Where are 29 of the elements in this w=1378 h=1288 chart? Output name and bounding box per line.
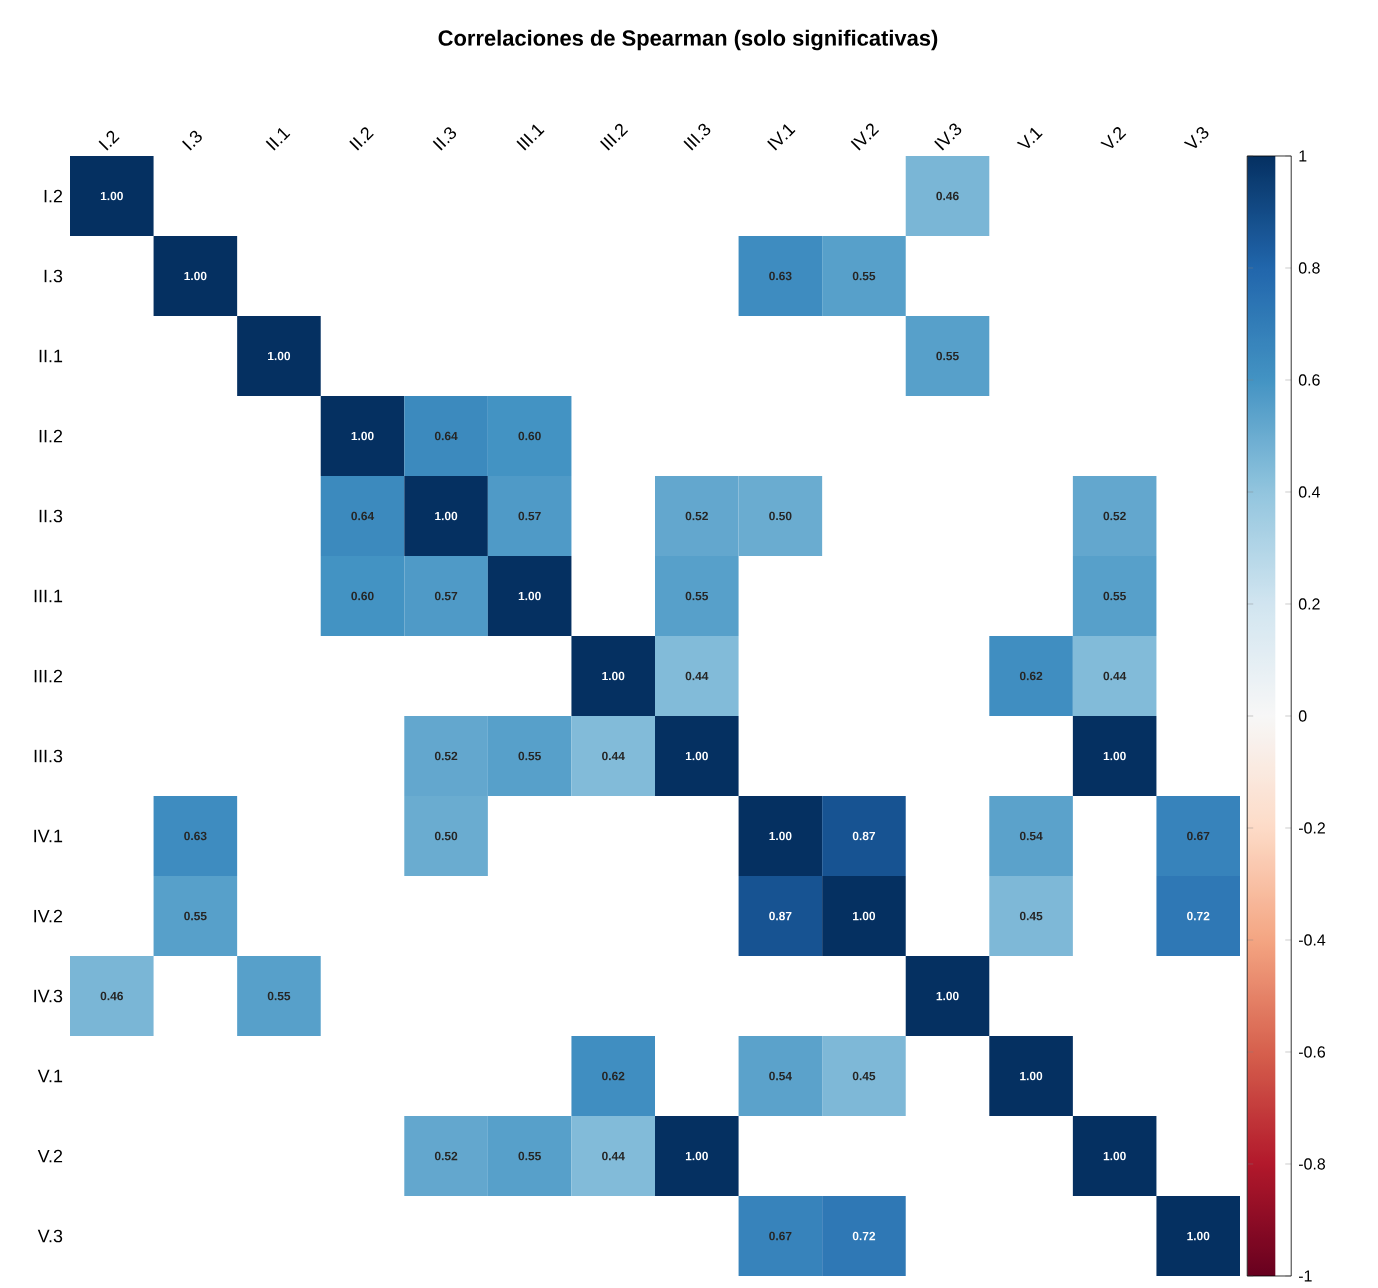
y-tick-label: II.3 bbox=[39, 509, 63, 523]
y-tick-label: III.2 bbox=[34, 669, 63, 683]
y-tick-label: IV.2 bbox=[34, 909, 63, 923]
y-tick-label: IV.3 bbox=[34, 989, 63, 1003]
y-tick-label: V.1 bbox=[37, 1069, 63, 1083]
y-tick-label: III.1 bbox=[34, 589, 63, 603]
x-tick-label: II.1 bbox=[265, 128, 291, 151]
x-tick-label: II.2 bbox=[349, 127, 374, 151]
x-tick-label: V.2 bbox=[1100, 127, 1127, 149]
x-tick-label: IV.2 bbox=[850, 123, 880, 151]
y-tick-label: III.3 bbox=[34, 749, 63, 763]
x-tick-label: III.2 bbox=[600, 123, 629, 151]
x-tick-label: I.3 bbox=[182, 130, 202, 151]
x-tick-label: II.3 bbox=[432, 127, 457, 151]
x-tick-label: I.2 bbox=[98, 130, 120, 151]
y-tick-label: IV.1 bbox=[34, 829, 63, 843]
y-tick-label: V.3 bbox=[37, 1229, 63, 1243]
x-tick-label: III.1 bbox=[516, 124, 545, 151]
x-tick-label: V.3 bbox=[1183, 126, 1209, 148]
y-tick-label: II.1 bbox=[39, 349, 63, 363]
y-tick-label: I.3 bbox=[44, 269, 63, 283]
x-tick-label: III.3 bbox=[683, 123, 711, 151]
y-tick-label: V.2 bbox=[37, 1149, 63, 1163]
y-tick-label: I.2 bbox=[44, 189, 63, 203]
x-tick-label: IV.3 bbox=[934, 123, 962, 151]
y-tick-label: II.2 bbox=[39, 429, 63, 443]
chart-title: Correlaciones de Spearman (solo significativas) bbox=[438, 29, 938, 51]
x-tick-label: IV.1 bbox=[767, 124, 796, 151]
x-tick-label: V.1 bbox=[1016, 127, 1043, 149]
